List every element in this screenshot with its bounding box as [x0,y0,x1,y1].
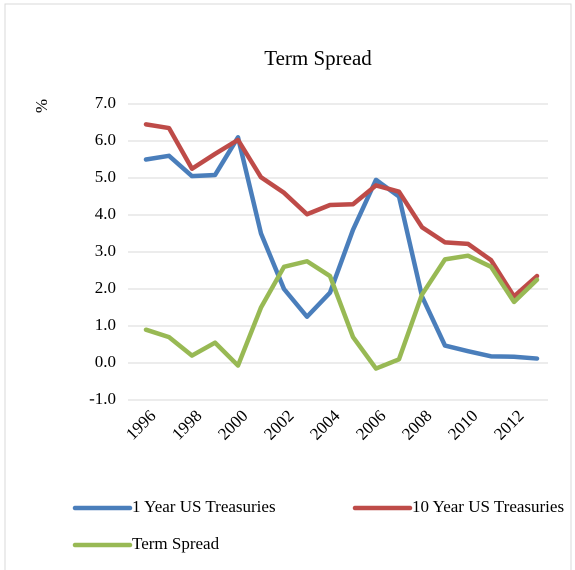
x-tick-label: 2006 [352,406,389,443]
x-tick-label: 2012 [490,406,527,443]
x-tick-label: 2002 [260,406,297,443]
y-tick-label: 5.0 [95,167,116,186]
y-tick-label: 0.0 [95,352,116,371]
data-line [143,135,540,361]
y-tick-label: 7.0 [95,93,116,112]
legend-label: Term Spread [132,534,220,553]
y-tick-label: 6.0 [95,130,116,149]
chart-border [4,3,572,570]
x-tick-label: 2004 [306,406,344,444]
x-tick-label: 2008 [398,406,435,443]
data-line [143,122,540,299]
chart-title: Term Spread [264,46,372,70]
legend-label: 10 Year US Treasuries [412,497,564,516]
x-tick-label: 1996 [122,406,159,443]
y-tick-label: 3.0 [95,241,116,260]
y-tick-label: 4.0 [95,204,116,223]
x-tick-label: 2010 [444,406,481,443]
y-axis-label: % [32,99,51,113]
y-tick-label: -1.0 [89,389,116,408]
x-tick-label: 2000 [214,406,251,443]
y-tick-label: 2.0 [95,278,116,297]
data-line [143,253,540,371]
legend-label: 1 Year US Treasuries [132,497,276,516]
x-tick-label: 1998 [168,406,205,443]
y-tick-label: 1.0 [95,315,116,334]
